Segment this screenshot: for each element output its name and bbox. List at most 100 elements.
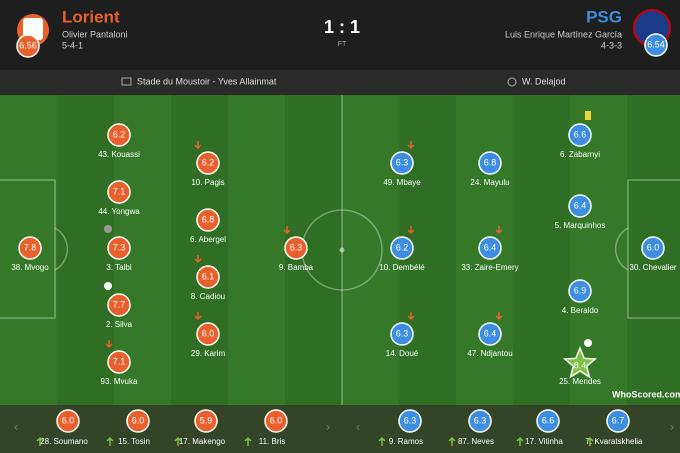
player-rating: 7.1	[113, 186, 126, 196]
player-name: 93. Mvuka	[101, 377, 138, 386]
player-badge	[107, 350, 131, 374]
sub-off-icon	[283, 226, 291, 235]
away-rating-badge	[644, 33, 668, 57]
home-name: Lorient	[62, 7, 120, 26]
away-formation: 4-3-3	[601, 40, 622, 50]
player-badge	[390, 236, 414, 260]
goal-icon	[584, 339, 592, 347]
sub-on-icon	[378, 436, 386, 446]
player-rating: 6.1	[202, 271, 215, 281]
player-name: 30. Chevalier	[629, 263, 676, 272]
pitch-stripe	[171, 95, 228, 405]
player-name: 33. Zaire-Emery	[461, 263, 518, 272]
sub-name: 7. Kvaratskhelia	[586, 437, 643, 446]
player-rating: 6.4	[484, 328, 497, 338]
player-badge	[18, 236, 42, 260]
sub-on-icon	[586, 436, 594, 446]
player-rating: 6.3	[396, 157, 409, 167]
referee: W. Delajod	[522, 76, 566, 86]
watermark: WhoScored.com	[612, 389, 680, 399]
sub-off-icon	[495, 312, 503, 321]
pitch-stripe	[513, 95, 570, 405]
player-name: 2. Silva	[106, 320, 133, 329]
sub-off-icon	[495, 226, 503, 235]
info-bar	[0, 70, 680, 95]
sub-name: 11. Bris	[259, 437, 286, 446]
sub-name: 17. Vitinha	[525, 437, 563, 446]
header-bg	[0, 0, 680, 70]
sub-name: 87. Neves	[458, 437, 494, 446]
player-name: 24. Mayulu	[470, 178, 509, 187]
player-badge	[196, 322, 220, 346]
sub-on-icon	[516, 436, 524, 446]
sub-off-icon	[105, 340, 113, 349]
subs-bar	[0, 405, 680, 453]
player-badge	[196, 208, 220, 232]
away-name: PSG	[586, 7, 622, 26]
referee-icon	[507, 77, 517, 87]
pitch-stripe	[57, 95, 114, 405]
player-name: 6. Abergel	[190, 235, 226, 244]
player-rating: 6.4	[484, 242, 497, 252]
player-badge	[390, 322, 414, 346]
sub-off-icon	[194, 255, 202, 264]
venue: Stade du Moustoir - Yves Allainmat	[137, 76, 277, 86]
home-rating: 6.56	[19, 40, 37, 50]
sub-badge	[398, 409, 422, 433]
sub-rating: 6.0	[132, 415, 145, 425]
away-manager: Luis Enrique Martínez García	[505, 29, 622, 39]
sub-rating: 6.7	[612, 415, 625, 425]
player-rating: 7.3	[113, 242, 126, 252]
player-star	[562, 345, 598, 379]
player-badge	[478, 236, 502, 260]
player-name: 5. Marquinhos	[555, 221, 606, 230]
yellow-card	[585, 111, 591, 120]
player-badge	[107, 180, 131, 204]
player-name: 43. Kouassi	[98, 150, 140, 159]
next-arrow[interactable]: ›	[326, 420, 330, 434]
player-rating: 6.4	[574, 200, 587, 210]
home-formation: 5-4-1	[62, 40, 83, 50]
status: FT	[338, 41, 347, 48]
player-name: 6. Zabarnyi	[560, 150, 600, 159]
sub-badge	[56, 409, 80, 433]
sub-name: 28. Soumano	[40, 437, 88, 446]
player-name: 3. Talbi	[106, 263, 131, 272]
sub-rating: 6.6	[542, 415, 555, 425]
prev-arrow[interactable]: ‹	[356, 420, 360, 434]
player-rating: 7.8	[24, 242, 37, 252]
player-name: 38. Mvogo	[11, 263, 49, 272]
sub-off-icon	[194, 312, 202, 321]
prev-arrow[interactable]: ‹	[14, 420, 18, 434]
sub-on-icon	[106, 436, 114, 446]
player-badge	[568, 194, 592, 218]
info-icon	[104, 225, 112, 233]
sub-on-icon	[36, 436, 44, 446]
home-manager: Olivier Pantaloni	[62, 29, 128, 39]
sub-badge	[606, 409, 630, 433]
player-rating: 6.3	[290, 242, 303, 252]
player-badge	[107, 123, 131, 147]
sub-off-icon	[407, 141, 415, 150]
player-badge	[478, 322, 502, 346]
player-name: 44. Yongwa	[98, 207, 140, 216]
player-badge	[568, 279, 592, 303]
player-rating: 6.2	[202, 157, 215, 167]
player-name: 8. Cadiou	[191, 292, 225, 301]
sub-rating: 6.0	[270, 415, 283, 425]
goal-icon	[104, 282, 112, 290]
player-name: 10. Pagis	[191, 178, 224, 187]
sub-on-icon	[174, 436, 182, 446]
sub-badge	[536, 409, 560, 433]
venue-icon	[121, 77, 132, 86]
sub-on-icon	[244, 436, 252, 446]
player-rating: 6.8	[484, 157, 497, 167]
sub-badge	[126, 409, 150, 433]
home-rating-badge	[16, 34, 40, 58]
next-arrow[interactable]: ›	[670, 420, 674, 434]
player-name: 10. Dembélé	[379, 263, 425, 272]
sub-off-icon	[407, 226, 415, 235]
player-badge	[641, 236, 665, 260]
player-name: 49. Mbaye	[383, 178, 421, 187]
player-rating: 6.3	[396, 328, 409, 338]
